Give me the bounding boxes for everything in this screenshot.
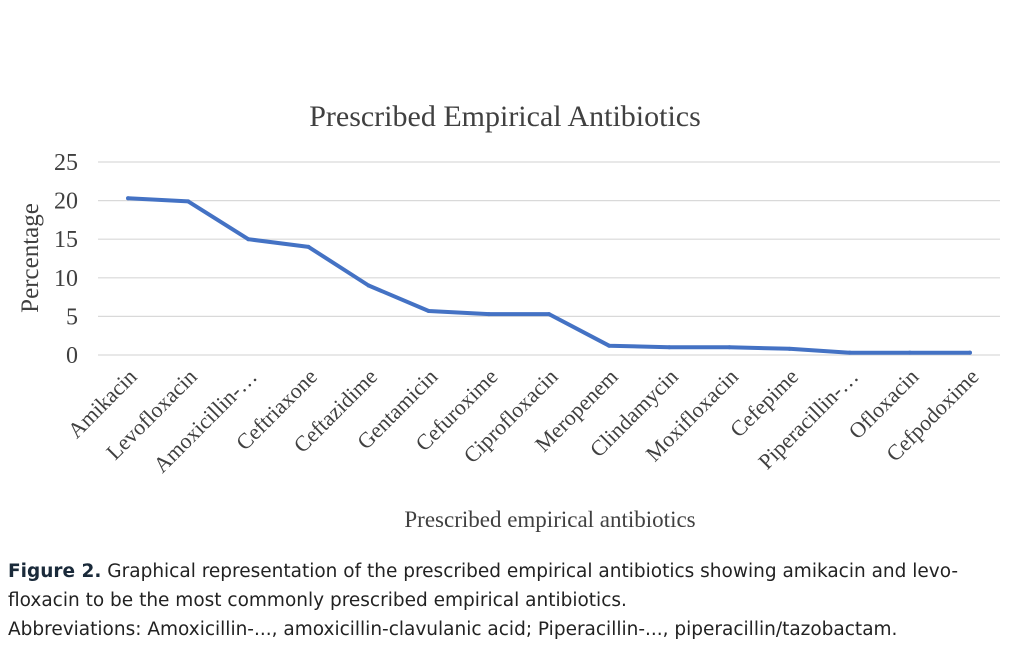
data-point (246, 237, 251, 242)
data-point (787, 346, 792, 351)
series-line-0 (126, 196, 972, 355)
data-point (186, 199, 191, 204)
data-point (667, 345, 672, 350)
y-tick-label: 10 (54, 266, 78, 292)
y-axis-title: Percentage (17, 203, 44, 313)
x-axis-title: Prescribed empirical antibiotics (404, 507, 695, 532)
data-point (847, 350, 852, 355)
data-point (366, 283, 371, 288)
y-tick-labels: 0 5 10 15 20 25 (54, 150, 78, 369)
y-tick-label: 20 (54, 189, 78, 215)
caption-main: Figure 2. Graphical representation of th… (8, 557, 998, 615)
y-tick-label: 25 (54, 150, 78, 176)
x-tick-labels: AmikacinLevofloxacinAmoxicillin-…Ceftria… (63, 364, 984, 478)
data-point (306, 244, 311, 249)
data-point (967, 350, 972, 355)
figure-label: Figure 2. (8, 561, 102, 582)
line-chart: Prescribed Empirical Antibiotics Percent… (17, 100, 1000, 532)
data-point (126, 196, 131, 201)
y-tick-label: 0 (66, 343, 78, 369)
x-tick-label: Amoxicillin-… (148, 364, 262, 478)
y-tick-label: 15 (54, 227, 78, 253)
caption-abbreviations: Abbreviations: Amoxicillin-..., amoxicil… (8, 619, 898, 640)
figure-caption: Figure 2. Graphical representation of th… (8, 557, 998, 644)
chart-title: Prescribed Empirical Antibiotics (309, 100, 701, 133)
gridlines (98, 161, 1000, 356)
data-point (547, 312, 551, 317)
caption-text: Graphical representation of the prescrib… (8, 561, 959, 611)
y-tick-label: 5 (66, 304, 78, 330)
chart-canvas: Prescribed Empirical Antibiotics Percent… (17, 100, 1000, 532)
data-point (907, 350, 912, 355)
data-point (486, 312, 491, 317)
series-lines (126, 196, 972, 355)
data-point (426, 308, 431, 313)
data-point (607, 343, 612, 348)
data-point (727, 345, 732, 350)
